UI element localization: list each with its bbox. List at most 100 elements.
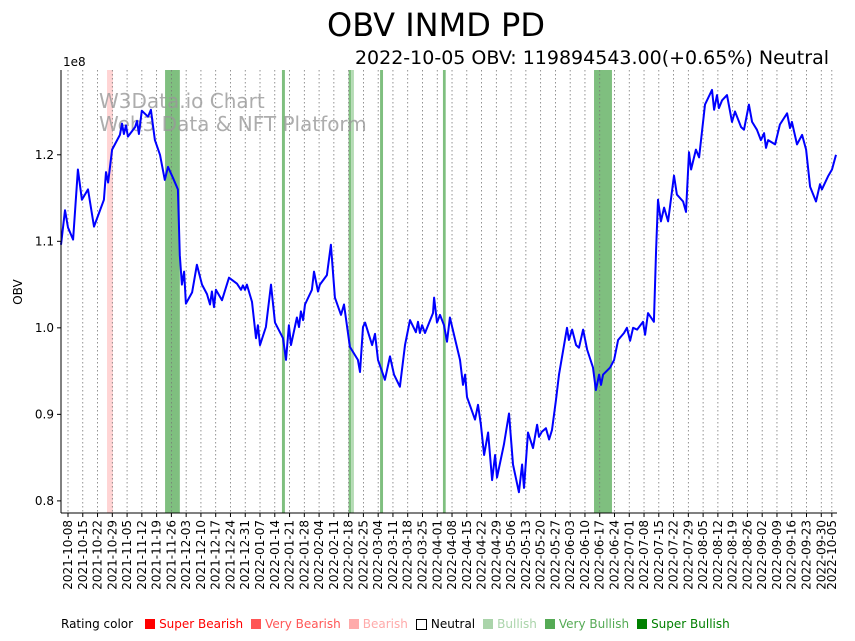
legend-item-very-bullish: Very Bullish xyxy=(544,617,630,631)
y-tick-label: 0.9 xyxy=(35,407,54,421)
x-tick-label: 2022-05-27 xyxy=(548,520,562,590)
x-tick-label: 2022-07-01 xyxy=(622,520,636,590)
legend-swatch xyxy=(348,619,359,629)
watermark-line-1: W3Data.io Chart xyxy=(99,89,265,113)
obv-line xyxy=(60,88,837,494)
legend: Rating color Super Bearish Very Bearish Be… xyxy=(61,617,738,631)
x-tick-label: 2021-11-12 xyxy=(135,520,149,590)
x-tick-label: 2022-03-11 xyxy=(386,520,400,590)
y-axis-label: OBV xyxy=(11,278,25,304)
legend-item-super-bearish: Super Bearish xyxy=(145,617,243,631)
x-tick-label: 2022-06-10 xyxy=(578,520,592,590)
x-tick-label: 2022-02-11 xyxy=(327,520,341,590)
x-tick-label: 2022-02-04 xyxy=(312,520,326,590)
legend-text: Super Bearish xyxy=(159,617,244,631)
x-tick-label: 2021-12-03 xyxy=(179,520,193,590)
x-tick-label: 2021-12-24 xyxy=(223,520,237,590)
rating-band-very-bullish xyxy=(348,70,352,513)
y-tick-label: 1.0 xyxy=(35,321,54,335)
chart-title: OBV INMD PD xyxy=(327,6,545,44)
x-tick-label: 2021-12-10 xyxy=(194,520,208,590)
legend-text: Super Bullish xyxy=(651,617,730,631)
chart-subtitle: 2022-10-05 OBV: 119894543.00(+0.65%) Neu… xyxy=(354,47,829,69)
x-tick-label: 2022-07-08 xyxy=(637,520,651,590)
x-tick-label: 2022-05-06 xyxy=(504,520,518,590)
x-tick-label: 2022-07-22 xyxy=(667,520,681,590)
legend-text: Neutral xyxy=(430,617,476,631)
x-tick-label: 2022-06-03 xyxy=(563,520,577,590)
legend-item-super-bullish: Super Bullish xyxy=(637,617,730,631)
x-tick-label: 2022-09-23 xyxy=(800,520,814,590)
x-tick-label: 2021-12-31 xyxy=(238,520,252,590)
x-tick-label: 2022-10-05 xyxy=(825,520,839,590)
x-tick-label: 2022-08-26 xyxy=(740,520,754,590)
rating-band-very-bullish xyxy=(281,70,285,513)
x-tick-label: 2022-07-15 xyxy=(652,520,666,590)
legend-swatch xyxy=(544,619,555,629)
x-tick-label: 2022-02-18 xyxy=(342,520,356,590)
x-tick-label: 2022-01-07 xyxy=(253,520,267,590)
x-tick-label: 2022-08-12 xyxy=(711,520,725,590)
x-tick-label: 2022-09-16 xyxy=(785,520,799,590)
x-tick-label: 2022-09-09 xyxy=(770,520,784,590)
x-tick-label: 2022-09-02 xyxy=(755,520,769,590)
x-tick-label: 2022-08-19 xyxy=(726,520,740,590)
rating-bands xyxy=(107,70,612,513)
x-tick-label: 2021-11-26 xyxy=(164,520,178,590)
rating-band-very-bullish xyxy=(165,70,180,513)
x-tick-label: 2021-10-22 xyxy=(91,520,105,590)
legend-swatch xyxy=(483,619,494,629)
x-tick-label: 2022-04-15 xyxy=(460,520,474,590)
x-tick-label: 2022-05-13 xyxy=(519,520,533,590)
y-tick-label: 0.8 xyxy=(35,494,54,508)
rating-band-very-bullish xyxy=(442,70,446,513)
legend-item-very-bearish: Very Bearish xyxy=(251,617,341,631)
legend-label: Rating color xyxy=(61,617,134,631)
legend-item-bullish: Bullish xyxy=(483,617,537,631)
legend-swatch xyxy=(637,619,648,629)
x-tick-label: 2022-04-01 xyxy=(430,520,444,590)
legend-text: Bullish xyxy=(497,617,537,631)
y-tick-label: 1.1 xyxy=(35,234,54,248)
x-tick-label: 2022-07-29 xyxy=(681,520,695,590)
x-tick-label: 2022-04-08 xyxy=(445,520,459,590)
x-tick-label: 2021-10-08 xyxy=(61,520,75,590)
x-tick-label: 2022-09-30 xyxy=(814,520,828,590)
x-tick-label: 2022-05-20 xyxy=(534,520,548,590)
watermark-line-2: Web3 Data & NFT Platform xyxy=(99,112,367,136)
legend-text: Very Bullish xyxy=(558,617,630,631)
y-tick-label: 1.2 xyxy=(35,148,54,162)
legend-swatch xyxy=(145,619,156,629)
legend-item-bearish: Bearish xyxy=(348,617,408,631)
x-tick-label: 2022-06-24 xyxy=(607,520,621,590)
legend-item-neutral: Neutral xyxy=(415,617,476,631)
rating-band-very-bullish xyxy=(594,70,612,513)
x-tick-label: 2022-03-04 xyxy=(371,520,385,590)
x-tick-label: 2022-03-18 xyxy=(401,520,415,590)
x-tick-label: 2022-04-22 xyxy=(475,520,489,590)
x-tick-label: 2022-08-05 xyxy=(696,520,710,590)
axes: 2021-10-08 2021-10-15 2021-10-22 2021-10-29… xyxy=(35,70,839,590)
x-tick-label: 2021-11-19 xyxy=(150,520,164,590)
x-tick-label: 2022-01-14 xyxy=(268,520,282,590)
x-tick-label: 2022-01-28 xyxy=(297,520,311,590)
legend-text: Very Bearish xyxy=(265,617,341,631)
x-tick-label: 2022-02-25 xyxy=(356,520,370,590)
y-scale-label: 1e8 xyxy=(63,55,86,69)
x-tick-label: 2021-10-29 xyxy=(105,520,119,590)
legend-swatch xyxy=(251,619,262,629)
legend-swatch xyxy=(415,618,427,630)
x-tick-label: 2021-11-05 xyxy=(120,520,134,590)
x-tick-label: 2022-06-17 xyxy=(593,520,607,590)
obv-series xyxy=(60,88,837,494)
x-tick-label: 2021-10-15 xyxy=(76,520,90,590)
x-tick-label: 2021-12-17 xyxy=(209,520,223,590)
gridlines xyxy=(67,70,833,513)
x-tick-label: 2022-03-25 xyxy=(415,520,429,590)
x-tick-label: 2022-04-29 xyxy=(489,520,503,590)
legend-text: Bearish xyxy=(362,617,408,631)
rating-band-bullish xyxy=(351,70,354,513)
watermark: W3Data.io Chart Web3 Data & NFT Platform xyxy=(99,89,367,136)
rating-band-bearish xyxy=(107,70,113,513)
